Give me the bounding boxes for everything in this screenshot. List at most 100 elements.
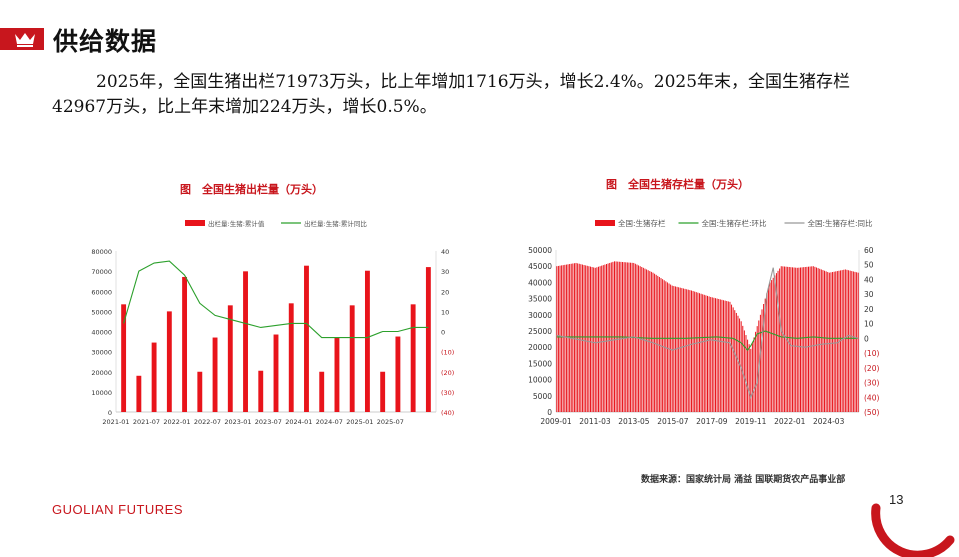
bar bbox=[763, 304, 765, 412]
bar bbox=[727, 301, 729, 412]
x-tick: 2022-01 bbox=[163, 418, 190, 426]
y-tick-left: 70000 bbox=[91, 268, 112, 276]
bar bbox=[212, 337, 218, 412]
x-tick: 2019-11 bbox=[735, 417, 767, 426]
bar bbox=[796, 267, 798, 412]
bar bbox=[742, 325, 744, 412]
bar bbox=[577, 263, 579, 412]
bar bbox=[761, 309, 763, 412]
bar bbox=[774, 275, 776, 412]
bar bbox=[565, 264, 567, 412]
bar bbox=[349, 305, 355, 412]
bar bbox=[273, 334, 279, 412]
bar bbox=[835, 271, 837, 412]
bar bbox=[798, 267, 800, 412]
summary-paragraph: 2025年，全国生猪出栏71973万头，比上年增加1716万头，增长2.4%。2… bbox=[52, 72, 851, 117]
legend-swatch-bar bbox=[185, 220, 205, 226]
bar bbox=[136, 375, 142, 412]
bar bbox=[599, 266, 601, 412]
y-tick-right: 10 bbox=[864, 320, 874, 329]
x-tick: 2023-01 bbox=[224, 418, 251, 426]
bar bbox=[769, 282, 771, 412]
bar bbox=[737, 315, 739, 412]
bar bbox=[682, 288, 684, 412]
bar bbox=[591, 267, 593, 412]
y-tick-left: 0 bbox=[108, 409, 112, 417]
bar bbox=[857, 272, 859, 412]
bar bbox=[846, 269, 848, 412]
y-tick-right: (10) bbox=[441, 349, 454, 357]
bar bbox=[832, 272, 834, 412]
bar bbox=[684, 288, 686, 412]
bar bbox=[562, 265, 564, 412]
y-tick-right: (30) bbox=[441, 389, 454, 397]
bar bbox=[748, 344, 750, 412]
y-tick-left: 50000 bbox=[91, 308, 112, 316]
bar bbox=[759, 314, 761, 412]
bar bbox=[395, 336, 401, 412]
bar bbox=[767, 287, 769, 412]
bar bbox=[666, 282, 668, 412]
y-tick-right: (50) bbox=[864, 408, 879, 417]
x-tick: 2024-07 bbox=[316, 418, 343, 426]
bar bbox=[662, 279, 664, 412]
bar bbox=[787, 266, 789, 412]
x-tick: 2015-07 bbox=[657, 417, 689, 426]
y-tick-right: 0 bbox=[441, 329, 445, 337]
bar bbox=[657, 275, 659, 412]
bar bbox=[854, 271, 856, 412]
x-tick: 2025-01 bbox=[346, 418, 373, 426]
bar bbox=[724, 300, 726, 413]
bar bbox=[808, 266, 809, 412]
series-line-1 bbox=[556, 330, 859, 352]
bar bbox=[825, 271, 827, 412]
page-corner-arc bbox=[871, 503, 955, 557]
bar bbox=[814, 266, 816, 412]
y-tick-right: 20 bbox=[864, 305, 874, 314]
y-tick-right: 40 bbox=[441, 248, 449, 256]
bar bbox=[743, 330, 745, 412]
bar bbox=[182, 276, 188, 412]
series-line-2 bbox=[556, 267, 859, 399]
bar bbox=[751, 343, 753, 412]
bar bbox=[777, 270, 779, 412]
bar bbox=[711, 297, 713, 412]
bar bbox=[849, 270, 851, 412]
chart1-title: 图 全国生猪出栏量（万头） bbox=[180, 183, 323, 196]
bar bbox=[779, 268, 781, 412]
bar bbox=[713, 297, 715, 412]
bar bbox=[585, 265, 587, 412]
bar bbox=[843, 269, 845, 412]
x-tick: 2022-01 bbox=[774, 417, 806, 426]
chart2-inventory: 0 5000 10000 15000 20000 25000 30000 35000 40000… bbox=[528, 218, 879, 426]
bar bbox=[334, 337, 340, 412]
y-tick-right: 20 bbox=[441, 288, 449, 296]
bar bbox=[425, 267, 431, 412]
bar bbox=[782, 266, 784, 412]
y-tick-left: 45000 bbox=[528, 262, 552, 271]
bar bbox=[827, 272, 829, 412]
bar bbox=[596, 267, 598, 412]
bar bbox=[697, 292, 699, 412]
page-number: 13 bbox=[889, 492, 904, 507]
y-tick-left: 25000 bbox=[528, 327, 552, 336]
bar bbox=[606, 264, 607, 412]
bar bbox=[721, 299, 723, 412]
bar bbox=[745, 335, 747, 412]
bar bbox=[658, 277, 660, 412]
bar bbox=[660, 278, 662, 412]
x-tick: 2021-07 bbox=[133, 418, 160, 426]
bar bbox=[804, 267, 806, 412]
y-tick-right: (40) bbox=[864, 393, 879, 402]
bar bbox=[586, 265, 588, 412]
bar bbox=[609, 262, 611, 412]
bar bbox=[121, 304, 127, 412]
bar bbox=[258, 370, 264, 412]
page-title: 供给数据 bbox=[53, 27, 158, 56]
bar bbox=[581, 264, 583, 412]
bar bbox=[692, 291, 694, 412]
y-tick-right: (40) bbox=[441, 409, 454, 417]
bar bbox=[670, 284, 672, 412]
bar bbox=[690, 290, 692, 412]
bar bbox=[166, 311, 172, 413]
